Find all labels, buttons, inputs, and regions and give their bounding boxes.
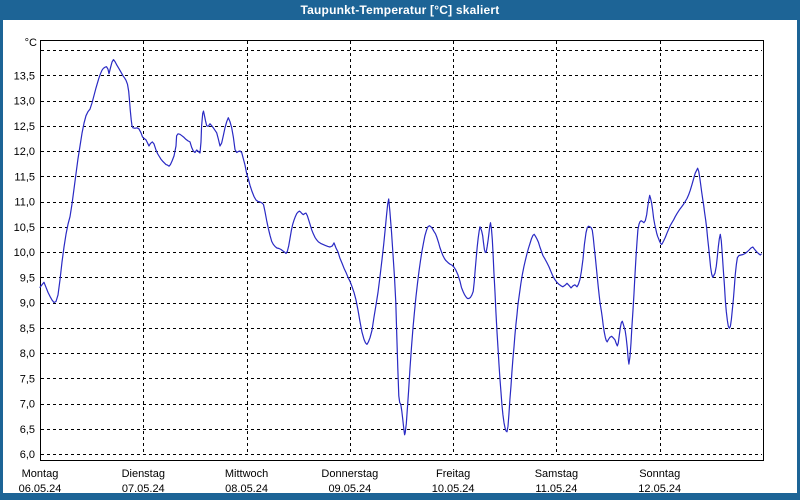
- x-date-label: 09.05.24: [328, 483, 371, 495]
- x-date-label: 10.05.24: [432, 483, 475, 495]
- y-tick-label: 12,5: [14, 121, 35, 133]
- x-day-label: Montag: [22, 468, 59, 480]
- plot-border: [40, 40, 764, 461]
- window-title: Taupunkt-Temperatur [°C] skaliert: [300, 3, 500, 17]
- x-day-label: Samstag: [535, 468, 578, 480]
- series-line: [39, 58, 762, 436]
- y-tick-label: 11,5: [14, 171, 35, 183]
- y-tick-label: 7,5: [20, 373, 35, 385]
- window-frame-right: [797, 20, 800, 500]
- y-tick-label: 10,0: [14, 247, 35, 259]
- x-date-label: 06.05.24: [19, 483, 62, 495]
- y-axis-unit-label: °C: [25, 37, 37, 49]
- y-tick-label: 13,5: [14, 70, 35, 82]
- y-tick-label: 6,5: [20, 424, 35, 436]
- x-day-label: Dienstag: [122, 468, 165, 480]
- x-date-label: 07.05.24: [122, 483, 165, 495]
- y-tick-label: 8,0: [20, 348, 35, 360]
- y-tick-label: 9,0: [20, 298, 35, 310]
- y-tick-label: 8,5: [20, 323, 35, 335]
- x-day-label: Sonntag: [639, 468, 680, 480]
- y-tick-label: 10,5: [14, 222, 35, 234]
- x-day-label: Mittwoch: [225, 468, 268, 480]
- y-tick-label: 12,0: [14, 146, 35, 158]
- x-day-label: Freitag: [436, 468, 470, 480]
- y-tick-label: 11,0: [14, 197, 35, 209]
- y-tick-label: 6,0: [20, 449, 35, 461]
- x-date-label: 12.05.24: [638, 483, 681, 495]
- x-date-label: 11.05.24: [535, 483, 577, 495]
- x-day-label: Donnerstag: [321, 468, 378, 480]
- y-tick-label: 7,0: [20, 399, 35, 411]
- window-frame-bottom: [0, 493, 800, 500]
- y-tick-label: 13,0: [14, 96, 35, 108]
- window-titlebar[interactable]: Taupunkt-Temperatur [°C] skaliert: [0, 0, 800, 20]
- x-date-label: 08.05.24: [225, 483, 268, 495]
- y-tick-label: 9,5: [20, 272, 35, 284]
- window-frame-left: [0, 20, 3, 500]
